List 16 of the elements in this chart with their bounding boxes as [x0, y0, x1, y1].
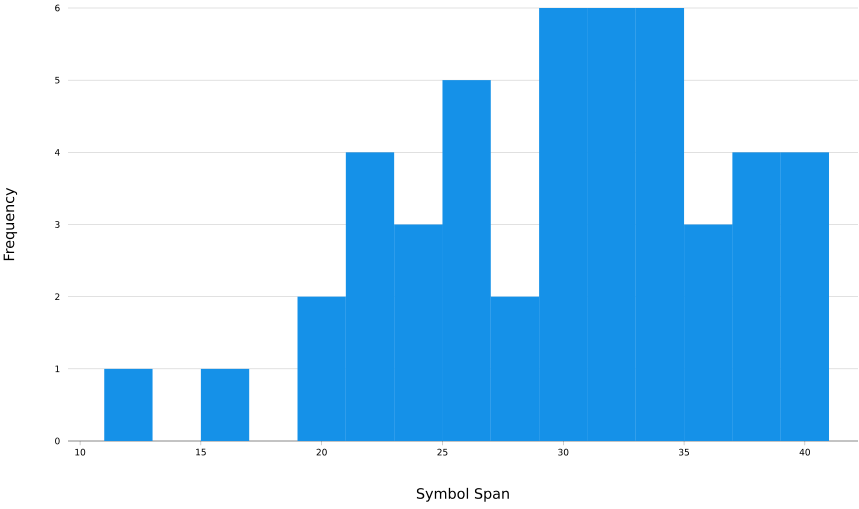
y-tick-label: 1	[56, 366, 60, 372]
y-tick-label: 5	[55, 76, 60, 84]
y-tick-label: 2	[55, 293, 60, 300]
x-tick-label: 20	[316, 448, 327, 456]
x-tick-label: 25	[437, 448, 448, 456]
x-tick-label: 40	[800, 448, 810, 456]
x-tick-label: 35	[679, 448, 689, 456]
x-tick-label: 30	[558, 448, 568, 456]
y-tick-label: 6	[55, 4, 60, 12]
y-axis-title: Frequency	[4, 188, 18, 260]
x-tick-label: 10	[75, 448, 86, 456]
y-tick-label: 0	[55, 438, 60, 444]
x-tick-label: 15	[196, 448, 206, 456]
x-axis-title: Symbol Span	[416, 488, 509, 502]
y-tick-label: 3	[55, 221, 60, 228]
y-tick-label: 4	[54, 149, 60, 156]
